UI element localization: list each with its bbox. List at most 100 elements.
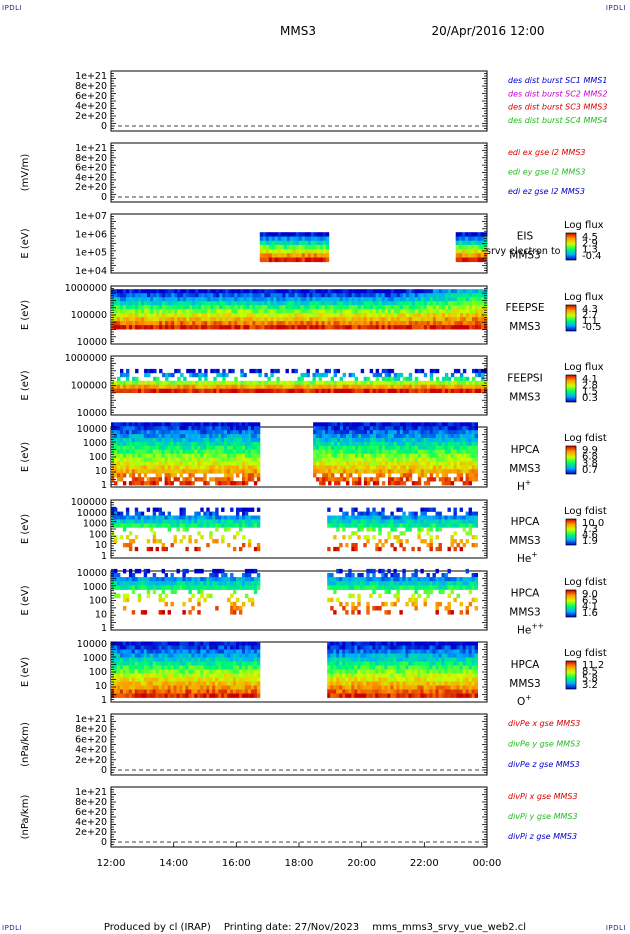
spectrogram-cell: [114, 535, 118, 540]
y-tick-label: 0: [101, 192, 107, 203]
spectrogram-cell: [351, 511, 355, 516]
spectrogram-cell: [197, 568, 201, 574]
spectrogram-cell: [477, 240, 482, 246]
spectrogram-cell: [363, 453, 368, 458]
spectrogram-cell: [357, 325, 362, 330]
spectrogram-cell: [369, 384, 374, 389]
spectrogram-cell: [152, 573, 157, 578]
spectrogram-cell: [247, 573, 252, 578]
spectrogram-cell: [411, 434, 416, 439]
spectrogram-cell: [399, 384, 404, 389]
spectrogram-cell: [215, 573, 219, 578]
spectrogram-cell: [182, 477, 186, 482]
spectrogram-cell: [212, 577, 216, 582]
spectrogram-cell: [123, 305, 127, 310]
spectrogram-cell: [147, 321, 151, 326]
spectrogram-cell: [155, 441, 159, 447]
spectrogram-cell: [250, 445, 255, 451]
spectrogram-cell: [119, 661, 124, 666]
spectrogram-cell: [203, 438, 207, 443]
spectrogram-cell: [414, 426, 419, 431]
spectrogram-cell: [369, 426, 374, 431]
spectrogram-cell: [239, 546, 243, 552]
spectrogram-cell: [316, 465, 320, 470]
spectrogram-cell: [117, 677, 121, 682]
spectrogram-cell: [162, 305, 166, 310]
spectrogram-cell: [322, 426, 326, 431]
spectrogram-cell: [465, 606, 469, 611]
spectrogram-cell: [197, 449, 201, 454]
spectrogram-cell: [334, 457, 338, 462]
spectrogram-cell: [432, 426, 437, 431]
spectrogram-cell: [450, 422, 455, 427]
spectrogram-cell: [363, 434, 368, 439]
spectrogram-cell: [414, 293, 419, 298]
spectrogram-cell: [173, 581, 177, 586]
spectrogram-cell: [484, 297, 488, 302]
spectrogram-cell: [247, 473, 252, 478]
spectrogram-cell: [149, 434, 154, 439]
spectrogram-cell: [477, 253, 482, 258]
spectrogram-cell: [429, 589, 433, 594]
spectrogram-cell: [289, 240, 294, 246]
spectrogram-cell: [297, 297, 301, 302]
legend-entry: des dist burst SC2 MMS2: [508, 89, 607, 98]
spectrogram-cell: [233, 610, 237, 615]
spectrogram-cell: [179, 515, 183, 520]
spectrogram-cell: [267, 380, 271, 386]
spectrogram-cell: [242, 438, 246, 443]
spectrogram-cell: [146, 430, 151, 435]
spectrogram-cell: [453, 507, 457, 512]
spectrogram-cell: [218, 465, 222, 470]
spectrogram-cell: [174, 305, 178, 310]
spectrogram-cell: [435, 422, 440, 427]
spectrogram-cell: [372, 465, 377, 470]
spectrogram-cell: [336, 519, 340, 524]
spectrogram-cell: [327, 313, 331, 318]
spectrogram-cell: [354, 585, 358, 590]
spectrogram-cell: [186, 368, 190, 374]
spectrogram-cell: [227, 581, 231, 586]
spectrogram-cell: [268, 257, 273, 263]
spectrogram-cell: [280, 257, 285, 263]
spectrogram-cell: [396, 519, 400, 524]
spectrogram-cell: [236, 597, 240, 603]
spectrogram-cell: [417, 388, 422, 393]
spectrogram-cell: [182, 507, 186, 512]
spectrogram-cell: [420, 317, 425, 322]
spectrogram-cell: [233, 434, 237, 439]
spectrogram-cell: [438, 434, 443, 439]
spectrogram-cell: [337, 441, 341, 447]
spectrogram-cell: [168, 384, 172, 389]
spectrogram-cell: [337, 469, 341, 474]
spectrogram-cell: [342, 309, 346, 314]
spectrogram-cell: [417, 445, 422, 451]
spectrogram-cell: [369, 293, 374, 298]
spectrogram-cell: [313, 426, 317, 431]
spectrogram-cell: [194, 430, 198, 435]
spectrogram-cell: [396, 581, 400, 586]
spectrogram-cell: [125, 511, 130, 516]
spectrogram-cell: [114, 581, 118, 586]
spectrogram-cell: [114, 434, 118, 439]
spectrogram-cell: [435, 426, 440, 431]
spectrogram-cell: [396, 321, 401, 326]
spectrogram-cell: [174, 384, 178, 389]
spectrogram-cell: [318, 372, 322, 378]
spectrogram-cell: [372, 372, 377, 378]
spectrogram-cell: [325, 453, 329, 458]
spectrogram-cell: [149, 681, 154, 686]
spectrogram-cell: [444, 457, 449, 462]
spectrogram-cell: [128, 449, 133, 454]
spectrogram-cell: [218, 426, 222, 431]
spectrogram-cell: [432, 577, 436, 582]
spectrogram-cell: [212, 511, 216, 516]
spectrogram-cell: [247, 515, 252, 520]
spectrogram-cell: [325, 240, 330, 246]
spectrogram-cell: [285, 309, 289, 314]
spectrogram-cell: [468, 531, 472, 536]
spectrogram-cell: [366, 376, 371, 382]
spectrogram-cell: [351, 325, 355, 330]
spectrogram-cell: [447, 297, 452, 302]
spectrogram-cell: [126, 309, 130, 314]
